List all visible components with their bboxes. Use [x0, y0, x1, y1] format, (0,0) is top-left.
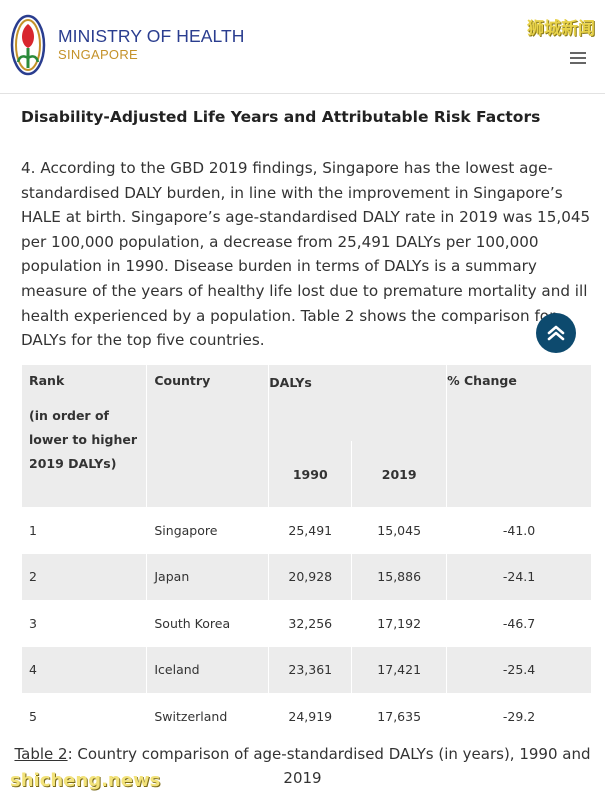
rank-cell: 2: [22, 553, 148, 600]
table-row: 2 Japan 20,928 15,886 -24.1: [22, 553, 592, 600]
country-header: Country: [146, 365, 270, 507]
country-cell: Singapore: [146, 507, 270, 554]
table-caption: Table 2: Country comparison of age-stand…: [0, 742, 605, 790]
daly-2019-cell: 15,045: [351, 507, 448, 554]
daly-2019-cell: 15,886: [351, 553, 448, 600]
daly-comparison-table: Rank (in order of lower to higher 2019 D…: [22, 365, 592, 740]
daly-2019-cell: 17,421: [351, 646, 448, 693]
site-header: MINISTRY OF HEALTH SINGAPORE 狮城新闻: [0, 0, 605, 92]
rank-header-label: Rank: [29, 373, 65, 388]
section-heading: Disability-Adjusted Life Years and Attri…: [21, 108, 541, 126]
country-cell: Japan: [146, 553, 270, 600]
change-header: % Change: [446, 365, 592, 507]
change-cell: -24.1: [446, 553, 592, 600]
header-divider: [0, 93, 605, 94]
table-row: 3 South Korea 32,256 17,192 -46.7: [22, 600, 592, 647]
table-row: 4 Iceland 23,361 17,421 -25.4: [22, 646, 592, 693]
watermark-top: 狮城新闻: [527, 19, 595, 39]
rank-cell: 3: [22, 600, 148, 647]
daly-1990-cell: 23,361: [268, 646, 353, 693]
daly-1990-cell: 24,919: [268, 693, 353, 740]
table-2-link[interactable]: Table 2: [14, 745, 68, 763]
change-cell: -25.4: [446, 646, 592, 693]
rank-header-note: (in order of lower to higher 2019 DALYs): [29, 408, 138, 471]
table-row: 1 Singapore 25,491 15,045 -41.0: [22, 507, 592, 554]
scroll-to-top-button[interactable]: [536, 313, 576, 353]
moh-emblem-icon[interactable]: [10, 14, 46, 76]
rank-cell: 5: [22, 693, 148, 740]
country-cell: South Korea: [146, 600, 270, 647]
country-cell: Iceland: [146, 646, 270, 693]
double-chevron-up-icon: [547, 325, 565, 341]
caption-text: : Country comparison of age-standardised…: [67, 745, 591, 787]
logo-subtitle[interactable]: SINGAPORE: [58, 47, 138, 62]
change-header-label: % Change: [447, 373, 517, 388]
change-cell: -46.7: [446, 600, 592, 647]
daly-2019-cell: 17,635: [351, 693, 448, 740]
year-1990-header: 1990: [268, 441, 353, 507]
hamburger-menu-icon[interactable]: [570, 52, 586, 66]
country-header-label: Country: [154, 373, 211, 388]
daly-1990-cell: 20,928: [268, 553, 353, 600]
logo-title[interactable]: MINISTRY OF HEALTH: [58, 26, 245, 46]
year-2019-header: 2019: [351, 441, 448, 507]
rank-header: Rank (in order of lower to higher 2019 D…: [22, 365, 148, 507]
change-cell: -41.0: [446, 507, 592, 554]
table-row: 5 Switzerland 24,919 17,635 -29.2: [22, 693, 592, 740]
change-cell: -29.2: [446, 693, 592, 740]
daly-1990-cell: 32,256: [268, 600, 353, 647]
dalys-header: DALYs: [268, 365, 448, 441]
rank-cell: 4: [22, 646, 148, 693]
article-paragraph: 4. According to the GBD 2019 findings, S…: [21, 159, 591, 350]
daly-1990-cell: 25,491: [268, 507, 353, 554]
rank-cell: 1: [22, 507, 148, 554]
watermark-bottom: shicheng.news: [10, 770, 161, 791]
country-cell: Switzerland: [146, 693, 270, 740]
daly-2019-cell: 17,192: [351, 600, 448, 647]
dalys-header-label: DALYs: [269, 375, 312, 390]
